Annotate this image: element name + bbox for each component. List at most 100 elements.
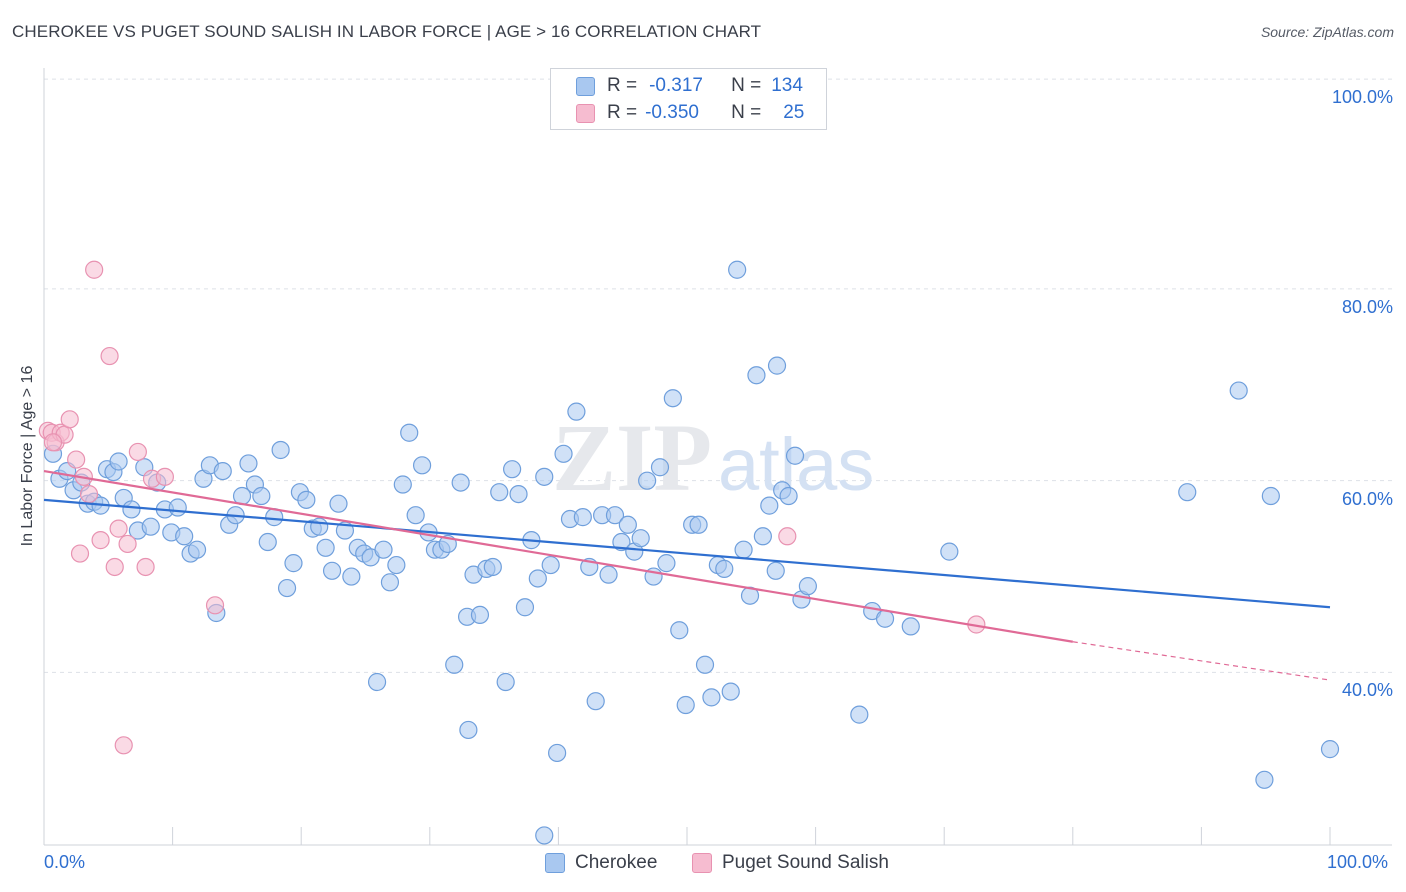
cherokee-point: [252, 486, 271, 506]
cherokee-point: [728, 260, 747, 279]
cherokee-point: [284, 554, 303, 573]
salish-point: [778, 527, 797, 546]
salish-point: [43, 433, 63, 452]
cherokee-trend-line: [43, 498, 1331, 609]
y-tick-label: 60.0%: [1341, 488, 1393, 509]
cherokee-point: [605, 506, 625, 525]
salish-point: [155, 467, 174, 486]
cherokee-point: [586, 692, 605, 711]
legend-item-salish[interactable]: Puget Sound Salish: [692, 852, 889, 874]
cherokee-point: [277, 578, 297, 598]
cherokee-point: [122, 500, 141, 519]
cherokee-point: [618, 515, 637, 534]
cherokee-point: [380, 573, 400, 592]
legend-item-cherokee[interactable]: Cherokee: [545, 852, 657, 874]
cherokee-point: [412, 456, 432, 475]
salish-trend-line: [43, 470, 1073, 643]
cherokee-point: [1261, 486, 1280, 506]
salish-swatch: [576, 103, 595, 123]
n-value: 134: [771, 75, 803, 96]
cherokee-point: [657, 554, 676, 573]
cherokee-swatch: [576, 76, 595, 96]
cherokee-point: [798, 577, 817, 596]
cherokee-point: [509, 484, 528, 504]
cherokee-swatch: [545, 853, 565, 873]
cherokee-point: [676, 695, 695, 715]
salish-point: [205, 596, 225, 615]
y-tick-label: 80.0%: [1341, 296, 1393, 317]
salish-point: [136, 557, 155, 577]
r-value: -0.317: [649, 75, 703, 96]
legend-row-salish: R = -0.350 N = 25: [551, 100, 804, 126]
salish-point: [79, 484, 99, 504]
cherokee-point: [702, 688, 721, 707]
cherokee-point: [470, 605, 490, 625]
cherokee-point: [548, 743, 567, 763]
cherokee-point: [901, 617, 920, 636]
cherokee-point: [875, 609, 895, 628]
cherokee-point: [779, 486, 798, 506]
y-tick-label: 40.0%: [1341, 680, 1393, 701]
cherokee-point: [612, 532, 631, 552]
r-label: R =: [607, 102, 638, 123]
cherokee-point: [490, 483, 509, 502]
watermark-zip: ZIP: [552, 404, 712, 511]
cherokee-point: [599, 565, 618, 584]
cherokee-point: [753, 527, 772, 546]
cherokee-point: [393, 475, 412, 494]
salish-point: [67, 450, 86, 469]
cherokee-point: [406, 506, 425, 525]
trend-lines: [43, 470, 1331, 681]
cherokee-point: [515, 598, 535, 617]
salish-point: [91, 531, 110, 550]
cherokee-point: [535, 467, 554, 486]
cherokee-point: [322, 561, 342, 580]
cherokee-point: [213, 461, 232, 481]
cherokee-point: [734, 540, 753, 559]
cherokee-point: [573, 508, 592, 527]
salish-point: [60, 410, 79, 429]
cherokee-point: [310, 517, 329, 536]
legend-label-cherokee: Cherokee: [575, 852, 658, 873]
x-tick-label-min: 0.0%: [44, 852, 86, 872]
salish-point: [100, 346, 119, 366]
salish-point: [109, 519, 128, 538]
legend-label-salish: Puget Sound Salish: [722, 852, 889, 873]
cherokee-point: [689, 515, 708, 534]
cherokee-point: [766, 561, 785, 580]
cherokee-point: [760, 496, 779, 515]
cherokee-point: [554, 444, 573, 463]
salish-point: [114, 736, 133, 755]
cherokee-point: [1229, 381, 1248, 400]
cherokee-point: [528, 569, 547, 588]
cherokee-point: [258, 532, 277, 552]
cherokee-point: [638, 471, 657, 490]
salish-swatch: [692, 853, 712, 873]
cherokee-point: [663, 389, 682, 408]
cherokee-point: [141, 517, 160, 536]
cherokee-points: [43, 260, 1340, 845]
cherokee-point: [367, 672, 387, 692]
cherokee-point: [374, 540, 393, 559]
cherokee-point: [650, 458, 670, 477]
cherokee-point: [459, 720, 478, 740]
cherokee-point: [496, 672, 515, 692]
r-value: -0.350: [645, 102, 699, 123]
cherokee-point: [342, 567, 361, 586]
cherokee-point: [747, 366, 766, 385]
cherokee-point: [387, 555, 406, 575]
cherokee-point: [721, 682, 740, 701]
y-axis-label: In Labor Force | Age > 16: [19, 365, 36, 547]
salish-point: [70, 544, 90, 563]
cherokee-point: [503, 460, 522, 479]
cherokee-point: [567, 402, 586, 421]
cherokee-point: [535, 826, 554, 845]
salish-point: [128, 442, 147, 462]
salish-point: [118, 534, 137, 554]
cherokee-point: [715, 559, 734, 578]
y-tick-label: 100.0%: [1331, 87, 1393, 108]
cherokee-point: [1255, 770, 1274, 789]
source-label: Source: ZipAtlas.com: [1260, 24, 1394, 40]
cherokee-point: [1320, 740, 1340, 759]
